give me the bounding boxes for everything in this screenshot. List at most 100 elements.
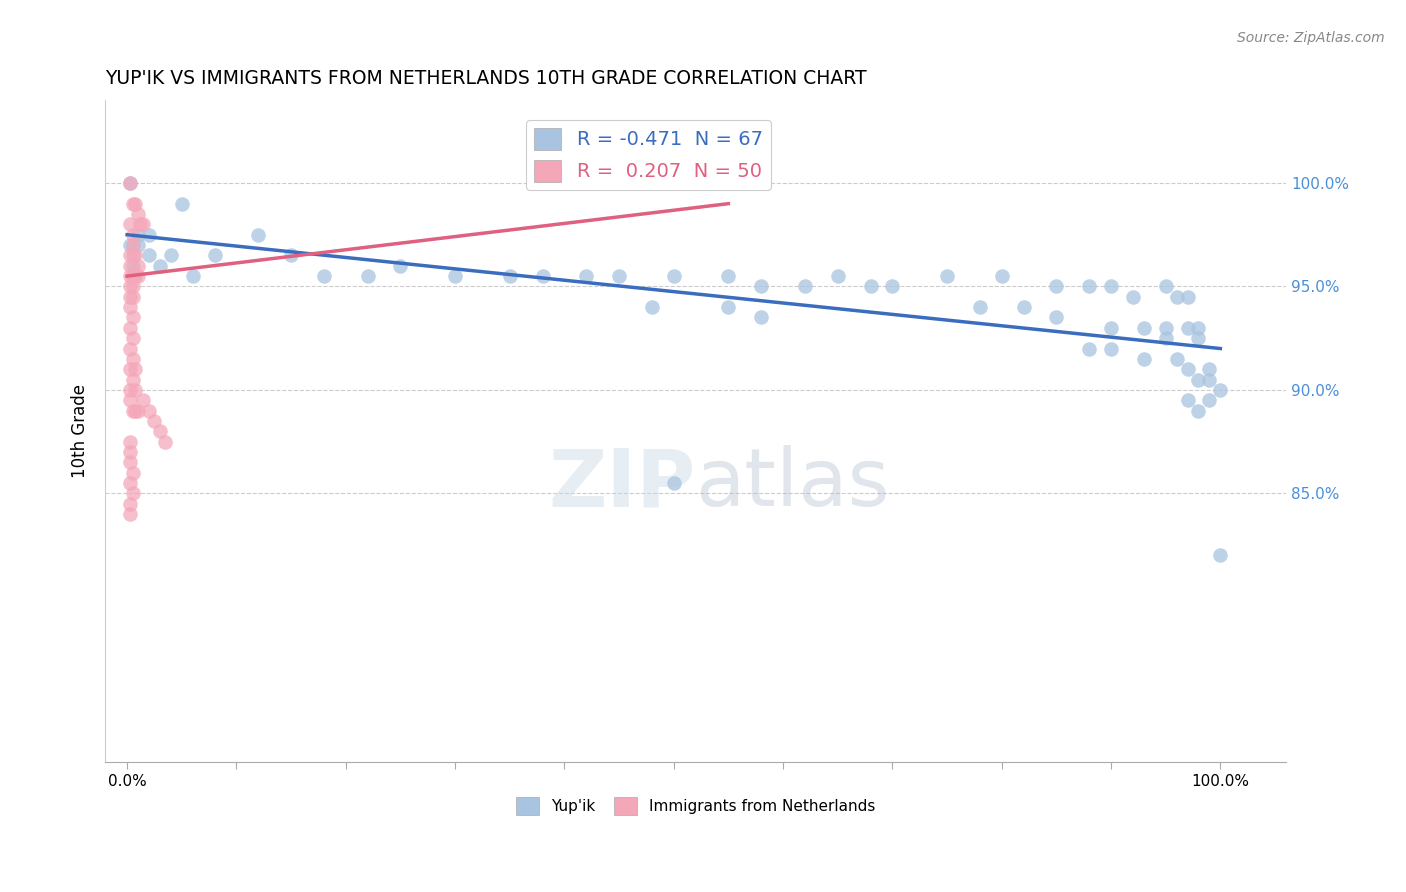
Point <box>121 227 143 242</box>
Point <box>121 373 143 387</box>
Point <box>1177 321 1199 335</box>
Point <box>120 434 142 449</box>
Point <box>120 455 142 469</box>
Point <box>936 269 959 284</box>
Point <box>1099 279 1122 293</box>
Point <box>531 269 554 284</box>
Point <box>170 196 193 211</box>
Point <box>124 383 146 397</box>
Point <box>121 196 143 211</box>
Text: Source: ZipAtlas.com: Source: ZipAtlas.com <box>1237 31 1385 45</box>
Point <box>1177 290 1199 304</box>
Point <box>121 403 143 417</box>
Point <box>159 248 181 262</box>
Point <box>356 269 378 284</box>
Point <box>1166 351 1188 366</box>
Point <box>127 238 149 252</box>
Point <box>312 269 335 284</box>
Point <box>120 321 142 335</box>
Point <box>749 310 772 325</box>
Point <box>121 290 143 304</box>
Point <box>1198 362 1220 376</box>
Point <box>120 259 142 273</box>
Point <box>120 507 142 521</box>
Point <box>882 279 904 293</box>
Point <box>1045 310 1067 325</box>
Point <box>1198 393 1220 408</box>
Point <box>127 259 149 273</box>
Point <box>120 383 142 397</box>
Point <box>127 269 149 284</box>
Point <box>1154 331 1177 345</box>
Point <box>1099 342 1122 356</box>
Point <box>120 445 142 459</box>
Point <box>717 300 740 314</box>
Point <box>499 269 522 284</box>
Point <box>575 269 598 284</box>
Point <box>280 248 302 262</box>
Point <box>1045 279 1067 293</box>
Point <box>121 331 143 345</box>
Point <box>124 269 146 284</box>
Point <box>1177 393 1199 408</box>
Y-axis label: 10th Grade: 10th Grade <box>72 384 89 478</box>
Point <box>149 425 172 439</box>
Point <box>120 176 142 190</box>
Point <box>444 269 467 284</box>
Point <box>389 259 412 273</box>
Point <box>120 279 142 293</box>
Point <box>120 393 142 408</box>
Point <box>1133 321 1156 335</box>
Legend: Yup'ik, Immigrants from Netherlands: Yup'ik, Immigrants from Netherlands <box>510 791 882 821</box>
Point <box>121 269 143 284</box>
Point <box>124 196 146 211</box>
Point <box>129 218 152 232</box>
Point <box>1177 362 1199 376</box>
Point <box>127 227 149 242</box>
Point <box>181 269 204 284</box>
Point <box>127 207 149 221</box>
Point <box>1133 351 1156 366</box>
Point <box>990 269 1012 284</box>
Point <box>1187 331 1209 345</box>
Point <box>120 497 142 511</box>
Point <box>120 290 142 304</box>
Point <box>120 342 142 356</box>
Point <box>124 362 146 376</box>
Point <box>138 227 160 242</box>
Point <box>247 227 270 242</box>
Point <box>1198 373 1220 387</box>
Point <box>1209 549 1232 563</box>
Point <box>121 486 143 500</box>
Point <box>1154 279 1177 293</box>
Point <box>121 248 143 262</box>
Point <box>120 248 142 262</box>
Point <box>1078 342 1101 356</box>
Point <box>120 362 142 376</box>
Point <box>121 351 143 366</box>
Point <box>121 269 143 284</box>
Point <box>124 248 146 262</box>
Point <box>1187 321 1209 335</box>
Point <box>969 300 991 314</box>
Point <box>204 248 226 262</box>
Point <box>120 476 142 491</box>
Point <box>1078 279 1101 293</box>
Point <box>827 269 849 284</box>
Point <box>127 403 149 417</box>
Point <box>1012 300 1035 314</box>
Point <box>132 218 155 232</box>
Text: YUP'IK VS IMMIGRANTS FROM NETHERLANDS 10TH GRADE CORRELATION CHART: YUP'IK VS IMMIGRANTS FROM NETHERLANDS 10… <box>105 69 868 87</box>
Point <box>1209 383 1232 397</box>
Point <box>1099 321 1122 335</box>
Point <box>121 238 143 252</box>
Point <box>793 279 815 293</box>
Point <box>717 269 740 284</box>
Point <box>749 279 772 293</box>
Point <box>662 269 685 284</box>
Point <box>121 466 143 480</box>
Point <box>120 300 142 314</box>
Point <box>138 403 160 417</box>
Point <box>138 248 160 262</box>
Point <box>607 269 630 284</box>
